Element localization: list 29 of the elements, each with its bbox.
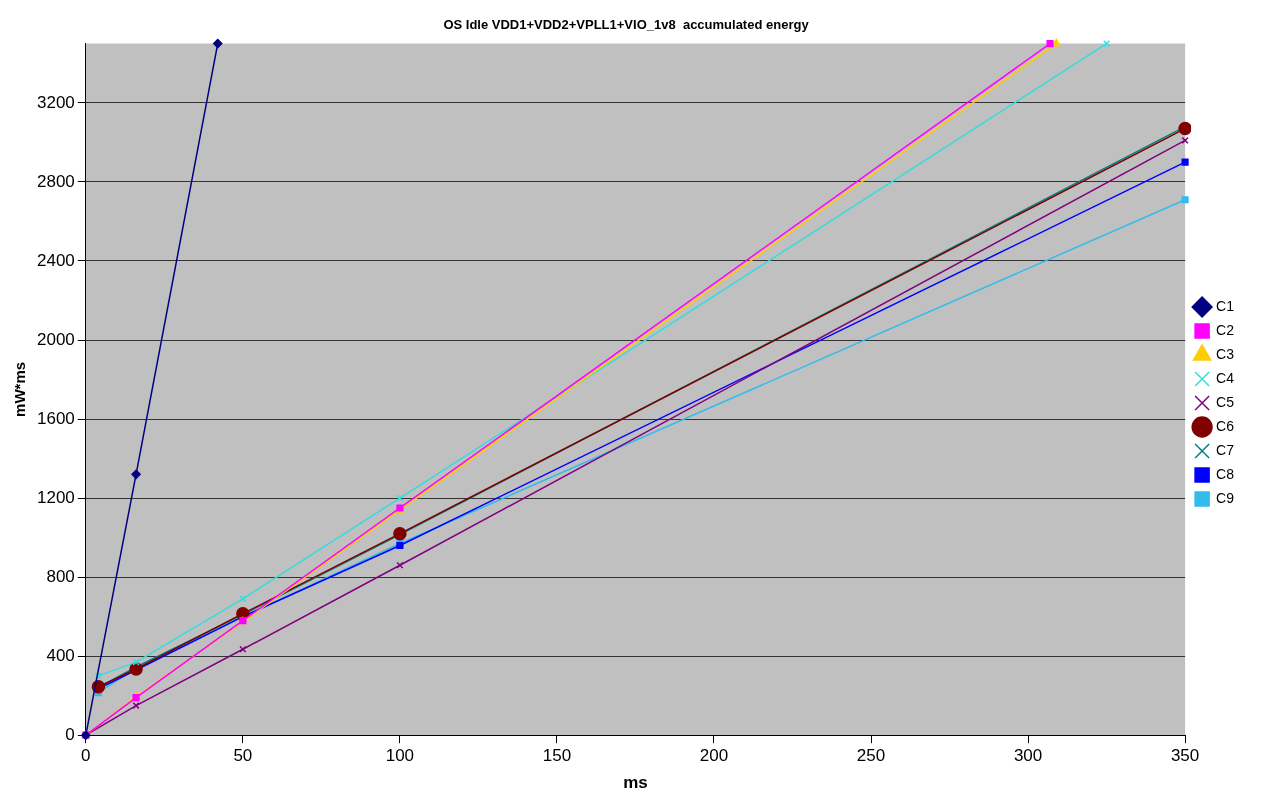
x-tick-label: 0 [81, 746, 91, 766]
x-tick-label: 50 [233, 746, 253, 766]
y-axis-title: mW*ms [11, 361, 29, 417]
y-tick-label: 800 [46, 566, 75, 586]
y-tick-label: 3200 [36, 92, 75, 112]
legend-label: C6 [1216, 417, 1235, 434]
legend-label: C8 [1216, 465, 1235, 482]
x-tick-label: 150 [542, 746, 572, 766]
legend-label: C9 [1216, 489, 1235, 506]
y-tick-label: 2800 [36, 171, 75, 191]
y-tick-label: 2400 [36, 250, 75, 270]
x-axis-title: ms [623, 773, 648, 793]
y-tick-label: 1600 [36, 408, 75, 428]
x-tick-label: 300 [1013, 746, 1043, 766]
y-tick-label: 2000 [36, 329, 75, 349]
x-tick-label: 100 [385, 746, 415, 766]
x-tick-label: 250 [856, 746, 886, 766]
legend-label: C2 [1216, 321, 1235, 338]
legend-label: C7 [1216, 441, 1235, 458]
y-tick-label: 0 [65, 724, 75, 744]
y-tick-label: 400 [46, 645, 75, 665]
chart-title: OS Idle VDD1+VDD2+VPLL1+VIO_1v8 accumulated energy [443, 17, 810, 33]
legend-label: C4 [1216, 369, 1235, 386]
y-tick-label: 1200 [36, 487, 75, 507]
legend-label: C3 [1216, 345, 1235, 362]
legend-label: C1 [1216, 297, 1235, 314]
x-tick-label: 200 [699, 746, 729, 766]
legend-label: C5 [1216, 393, 1235, 410]
x-tick-label: 350 [1170, 746, 1200, 766]
